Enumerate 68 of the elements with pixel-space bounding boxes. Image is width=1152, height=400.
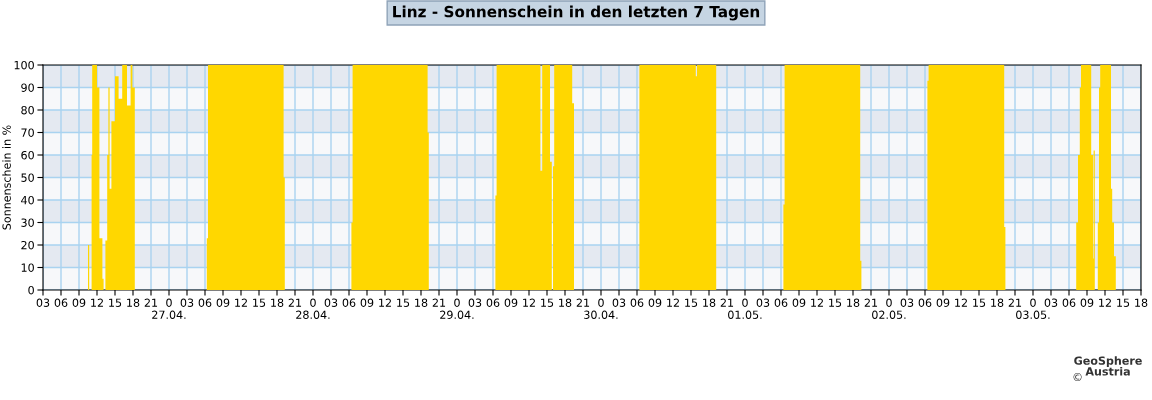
x-tick-label: 09 <box>1080 298 1094 307</box>
x-tick-label: 06 <box>1062 298 1076 307</box>
x-tick-label: 18 <box>415 298 428 307</box>
x-tick-label: 03 <box>1044 298 1058 307</box>
x-tick-label: 21 <box>1008 298 1022 307</box>
y-tick-label: 100 <box>14 60 34 70</box>
x-tick-label: 09 <box>648 298 662 307</box>
x-tick-label: 12 <box>955 298 967 307</box>
x-tick-label: 15 <box>973 298 986 307</box>
x-tick-label: 03 <box>900 298 914 307</box>
x-tick-label: 15 <box>685 298 698 307</box>
x-tick-label: 09 <box>792 298 806 307</box>
x-tick-label: 18 <box>1135 298 1148 307</box>
y-tick-label: 20 <box>21 240 34 250</box>
x-tick-label: 06 <box>198 298 212 307</box>
x-tick-label: 21 <box>576 298 590 307</box>
x-tick-label: 15 <box>1117 298 1130 307</box>
y-axis-title: Sonnenschein in % <box>2 125 11 230</box>
x-tick-label: 06 <box>54 298 68 307</box>
x-tick-label: 09 <box>936 298 950 307</box>
x-tick-label: 18 <box>991 298 1004 307</box>
y-tick-label: 40 <box>21 195 34 205</box>
x-tick-label: 18 <box>559 298 572 307</box>
y-tick-label: 50 <box>21 173 34 182</box>
y-tick-label: 60 <box>21 150 34 160</box>
x-tick-label: 06 <box>486 298 500 307</box>
x-tick-label: 09 <box>72 298 86 307</box>
x-tick-label: 15 <box>541 298 554 307</box>
x-tick-label: 21 <box>144 298 158 307</box>
x-tick-label: 03 <box>612 298 626 307</box>
x-tick-label: 15 <box>253 298 266 307</box>
y-tick-label: 0 <box>28 285 34 295</box>
x-tick-label: 15 <box>829 298 842 307</box>
y-tick-label: 90 <box>21 83 34 92</box>
x-tick-label: 12 <box>91 298 103 307</box>
x-tick-label: 06 <box>630 298 644 307</box>
y-tick-label: 70 <box>21 128 34 137</box>
x-tick-label: 09 <box>360 298 374 307</box>
chart-title: Linz - Sonnenschein in den letzten 7 Tagen <box>393 5 760 21</box>
x-tick-label: 12 <box>1099 298 1111 307</box>
x-tick-label: 03 <box>180 298 194 307</box>
x-tick-label: 12 <box>379 298 391 307</box>
x-tick-label: 12 <box>811 298 823 307</box>
x-tick-label: 21 <box>864 298 878 307</box>
x-tick-label: 06 <box>774 298 788 307</box>
x-tick-label: 03 <box>468 298 482 307</box>
x-tick-label: 06 <box>342 298 356 307</box>
x-tick-label: 09 <box>504 298 518 307</box>
x-tick-label: 18 <box>847 298 860 307</box>
x-tick-label: 12 <box>235 298 247 307</box>
x-tick-label: 12 <box>667 298 679 307</box>
x-tick-label: 21 <box>720 298 734 307</box>
x-tick-label: 18 <box>703 298 716 307</box>
x-tick-label: 06 <box>918 298 932 307</box>
x-tick-label: 21 <box>288 298 302 307</box>
y-tick-label: 10 <box>21 263 34 272</box>
x-tick-label: 15 <box>109 298 122 307</box>
y-tick-label: 30 <box>21 218 34 227</box>
x-tick-label: 03 <box>36 298 50 307</box>
x-tick-label: 09 <box>216 298 230 307</box>
y-tick-label: 80 <box>21 105 34 115</box>
x-tick-label: 03 <box>756 298 770 307</box>
x-tick-label: 03 <box>324 298 338 307</box>
x-tick-label: 21 <box>432 298 446 307</box>
x-tick-label: 18 <box>271 298 284 307</box>
x-tick-label: 15 <box>397 298 410 307</box>
x-tick-label: 18 <box>127 298 140 307</box>
x-tick-label: 12 <box>523 298 535 307</box>
